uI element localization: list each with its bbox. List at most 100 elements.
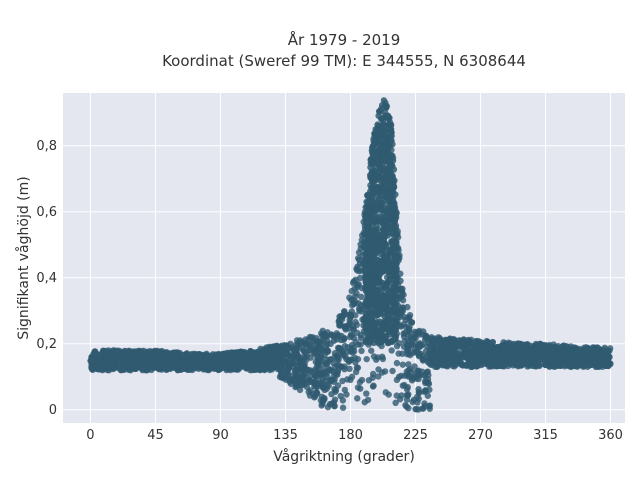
scatter-point xyxy=(361,399,368,406)
scatter-point xyxy=(383,170,390,177)
scatter-point xyxy=(425,380,433,388)
x-tick-label: 45 xyxy=(147,428,164,443)
scatter-point xyxy=(403,391,411,399)
scatter-point xyxy=(414,367,422,375)
scatter-point xyxy=(345,325,353,332)
scatter-point xyxy=(380,97,388,104)
scatter-point xyxy=(458,361,466,369)
scatter-point xyxy=(334,382,342,389)
scatter-point xyxy=(372,147,379,154)
scatter-point xyxy=(354,395,361,402)
scatter-point xyxy=(462,348,469,356)
scatter-point xyxy=(348,287,355,295)
scatter-point xyxy=(340,312,347,319)
scatter-point xyxy=(357,293,365,301)
scatter-point xyxy=(149,360,157,367)
scatter-point xyxy=(511,360,519,367)
scatter-point xyxy=(385,289,392,296)
scatter-point xyxy=(390,297,398,305)
scatter-point xyxy=(333,352,341,359)
scatter-point xyxy=(354,384,362,391)
scatter-point xyxy=(356,307,363,314)
scatter-point xyxy=(372,204,380,211)
scatter-point xyxy=(323,370,331,377)
scatter-point xyxy=(351,354,359,362)
scatter-point xyxy=(406,323,413,331)
scatter-point xyxy=(419,355,426,363)
scatter-point xyxy=(296,386,304,394)
scatter-point xyxy=(365,246,372,253)
scatter-point xyxy=(379,193,386,200)
scatter-point xyxy=(319,384,327,391)
scatter-point xyxy=(363,313,370,321)
y-ticks: 0 0,2 0,4 0,6 0,8 xyxy=(36,139,57,418)
scatter-point xyxy=(436,351,443,358)
scatter-point xyxy=(399,304,407,311)
scatter-point xyxy=(434,343,442,351)
x-tick-label: 225 xyxy=(403,428,428,443)
scatter-point xyxy=(405,337,412,344)
scatter-point xyxy=(515,340,522,347)
scatter-point xyxy=(120,357,127,364)
scatter-point xyxy=(374,121,381,128)
scatter-point xyxy=(413,405,420,413)
x-tick-label: 270 xyxy=(468,428,493,443)
scatter-point xyxy=(189,356,196,363)
scatter-point xyxy=(352,338,359,346)
scatter-point xyxy=(567,359,574,366)
scatter-point xyxy=(380,211,387,218)
scatter-point xyxy=(102,362,109,370)
scatter-point xyxy=(426,350,434,357)
scatter-point xyxy=(594,344,601,351)
scatter-point xyxy=(370,353,378,360)
scatter-point xyxy=(350,325,357,333)
scatter-point xyxy=(339,404,347,411)
scatter-point xyxy=(321,394,328,402)
scatter-point xyxy=(377,167,385,174)
scatter-point xyxy=(384,112,392,120)
scatter-point xyxy=(269,351,276,358)
scatter-point xyxy=(482,351,489,359)
scatter-point xyxy=(252,357,260,364)
scatter-point xyxy=(382,296,390,303)
scatter-point xyxy=(341,386,349,394)
scatter-point xyxy=(163,349,170,356)
x-ticks: 0 45 90 135 180 225 270 315 360 xyxy=(86,428,623,443)
scatter-point xyxy=(355,256,363,264)
scatter-point xyxy=(212,351,219,358)
scatter-point xyxy=(328,390,335,398)
scatter-point xyxy=(412,348,419,356)
scatter-point xyxy=(180,351,188,359)
scatter-point xyxy=(381,128,389,135)
scatter-point xyxy=(469,361,476,368)
scatter-point xyxy=(384,205,391,213)
scatter-point xyxy=(376,336,384,344)
scatter-point xyxy=(140,364,148,371)
scatter-point xyxy=(273,342,281,350)
scatter-point xyxy=(216,358,224,365)
scatter-point xyxy=(410,373,417,380)
scatter-point xyxy=(346,365,353,373)
scatter-point xyxy=(572,349,579,357)
scatter-point xyxy=(422,387,429,395)
scatter-point xyxy=(358,347,365,355)
scatter-point xyxy=(404,346,412,354)
scatter-point xyxy=(344,376,351,383)
scatter-point xyxy=(415,331,423,338)
scatter-point xyxy=(383,156,390,163)
chart-title-line-1: År 1979 - 2019 xyxy=(288,30,401,49)
scatter-point xyxy=(279,348,286,356)
x-axis-label: Vågriktning (grader) xyxy=(273,448,415,465)
scatter-point xyxy=(133,362,140,370)
scatter-point xyxy=(389,202,397,209)
scatter-point xyxy=(240,363,247,370)
y-tick-label: 0,2 xyxy=(36,337,57,352)
scatter-point xyxy=(428,361,435,369)
scatter-point xyxy=(281,374,288,381)
scatter-point xyxy=(532,340,540,348)
grid-lines xyxy=(63,93,625,423)
scatter-point xyxy=(396,396,404,403)
scatter-point xyxy=(370,225,377,233)
scatter-point xyxy=(318,357,325,365)
scatter-point xyxy=(443,353,450,360)
